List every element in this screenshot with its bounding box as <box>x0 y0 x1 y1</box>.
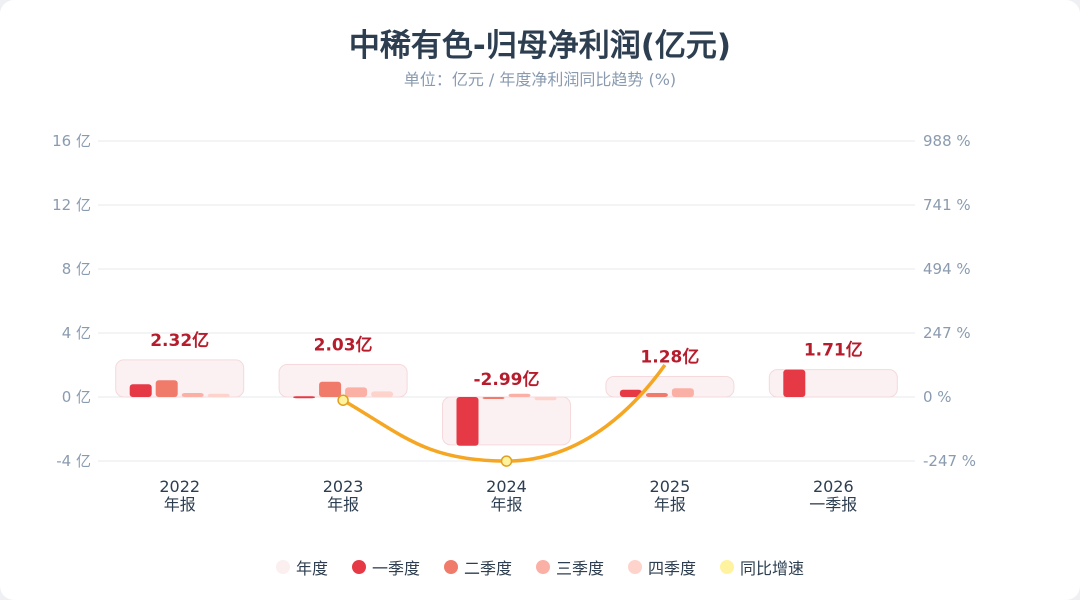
quarter-bar <box>619 389 642 397</box>
x-tick-label: 2022 <box>159 477 200 496</box>
legend-swatch-icon <box>443 560 458 574</box>
x-tick-label: 2023 <box>323 477 364 496</box>
x-tick-sublabel: 年报 <box>327 495 359 514</box>
y2-tick-label: 494 % <box>923 260 971 278</box>
annual-value-label: 2.03亿 <box>314 335 373 356</box>
x-tick-label: 2024 <box>486 477 527 496</box>
y-tick-label: 16 亿 <box>52 132 91 150</box>
y2-tick-label: 741 % <box>923 196 971 214</box>
yoy-point <box>337 394 349 406</box>
legend-swatch-icon <box>536 560 550 574</box>
y2-tick-label: 988 % <box>923 132 971 150</box>
annual-value-label: -2.99亿 <box>474 369 540 390</box>
quarter-bar <box>783 369 806 397</box>
quarter-bar <box>371 391 394 397</box>
yoy-point <box>500 455 513 467</box>
quarter-bar <box>155 380 178 397</box>
legend-item[interactable]: 二季度 <box>443 555 512 579</box>
quarter-bar <box>129 384 152 397</box>
x-tick-sublabel: 年报 <box>490 495 522 514</box>
y-tick-label: 12 亿 <box>52 196 91 214</box>
legend-label: 四季度 <box>648 559 697 578</box>
legend-label: 二季度 <box>463 559 512 578</box>
legend-item[interactable]: 四季度 <box>628 555 696 579</box>
annual-value-label: 1.71亿 <box>804 340 863 361</box>
legend-label: 一季度 <box>371 559 420 578</box>
legend: 年度 一季度 二季度 三季度 四季度 同比增速 <box>0 555 1080 579</box>
y-tick-label: 8 亿 <box>62 260 91 278</box>
quarter-bar <box>534 397 557 401</box>
y2-tick-label: -247 % <box>923 452 976 470</box>
quarter-bar <box>456 397 479 446</box>
quarter-bar <box>645 393 668 397</box>
quarter-bar <box>671 388 694 397</box>
quarter-bar <box>508 393 531 397</box>
x-tick-label: 2025 <box>650 477 691 496</box>
legend-label: 年度 <box>295 559 328 578</box>
annual-value-label: 2.32亿 <box>150 330 209 351</box>
x-tick-sublabel: 年报 <box>164 495 196 514</box>
legend-item[interactable]: 三季度 <box>536 555 604 579</box>
chart-title: 中稀有色-归母净利润(亿元) <box>348 28 732 64</box>
y-tick-label: -4 亿 <box>56 452 91 470</box>
quarter-bar <box>345 387 368 397</box>
quarter-bar <box>293 396 316 399</box>
y-tick-label: 0 亿 <box>62 388 91 406</box>
x-tick-sublabel: 年报 <box>654 495 686 514</box>
y-tick-label: 4 亿 <box>62 324 91 342</box>
legend-swatch-icon <box>275 560 290 574</box>
legend-swatch-icon <box>351 560 366 574</box>
x-tick-sublabel: 一季报 <box>809 495 857 514</box>
legend-item[interactable]: 年度 <box>275 555 328 579</box>
annual-value-label: 1.28亿 <box>640 347 699 368</box>
chart-subtitle: 单位：亿元 / 年度净利润同比趋势 (%) <box>403 70 677 89</box>
quarter-bar <box>482 397 505 399</box>
y2-tick-label: 247 % <box>923 324 971 342</box>
quarter-bar <box>181 393 204 397</box>
x-tick-label: 2026 <box>813 477 854 496</box>
legend-label: 同比增速 <box>740 559 805 578</box>
legend-swatch-icon <box>628 560 643 574</box>
quarter-bar <box>207 393 230 397</box>
y2-tick-label: 0 % <box>923 388 952 406</box>
legend-item[interactable]: 一季度 <box>351 555 420 579</box>
legend-label: 三季度 <box>556 559 605 578</box>
legend-swatch-icon <box>720 560 735 574</box>
quarter-bar <box>319 381 342 397</box>
legend-item[interactable]: 同比增速 <box>720 555 804 579</box>
